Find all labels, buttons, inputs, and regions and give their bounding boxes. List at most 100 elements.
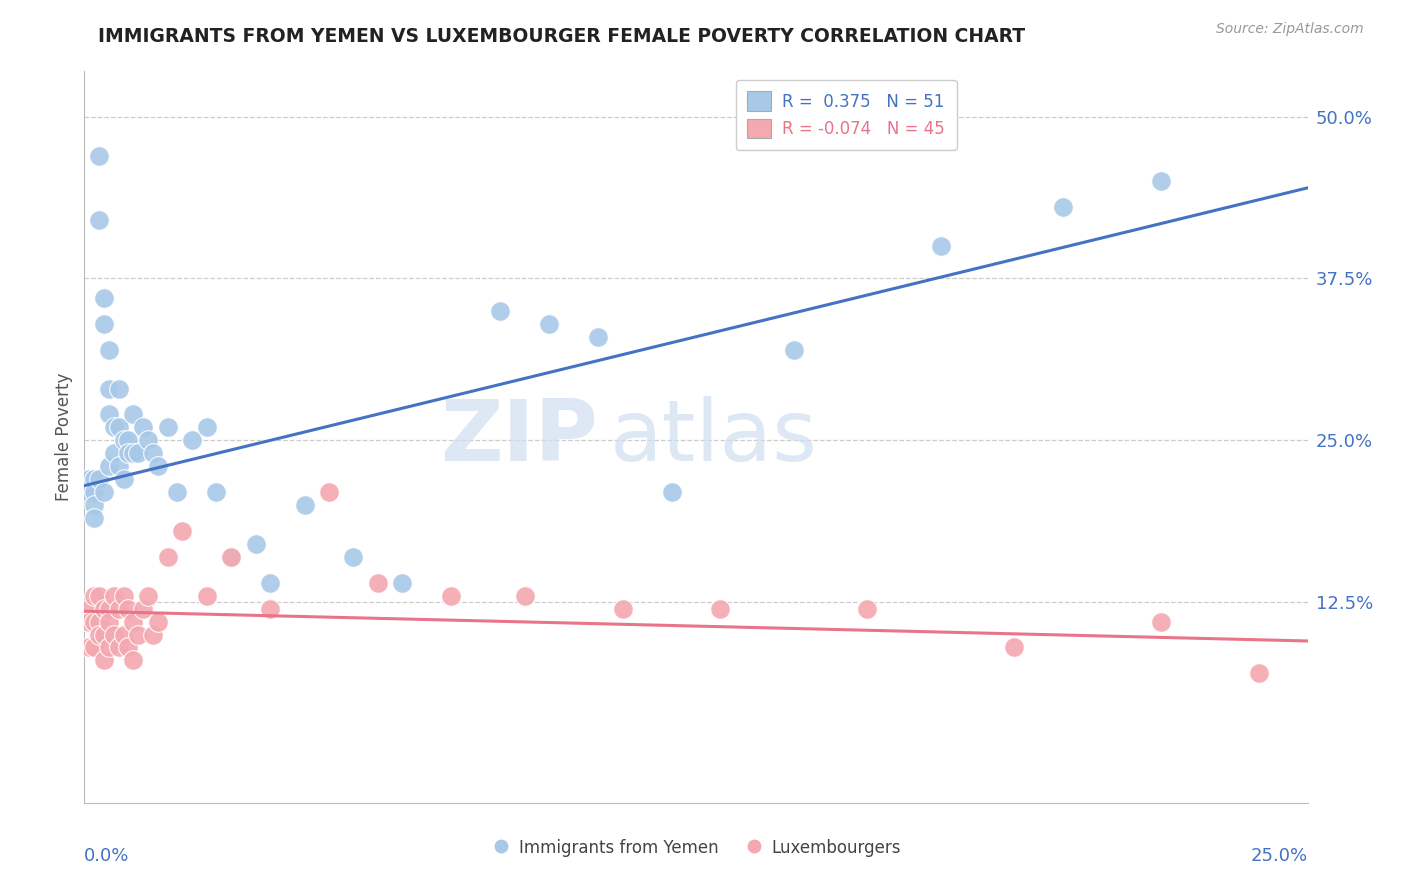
Point — [195, 420, 218, 434]
Point — [132, 420, 155, 434]
Point — [87, 213, 110, 227]
Point — [219, 549, 242, 564]
Point — [77, 615, 100, 629]
Point — [107, 459, 129, 474]
Point — [538, 317, 561, 331]
Point — [219, 549, 242, 564]
Point — [122, 408, 145, 422]
Point — [77, 472, 100, 486]
Point — [440, 589, 463, 603]
Point — [122, 446, 145, 460]
Point — [112, 472, 135, 486]
Point — [93, 485, 115, 500]
Point — [103, 627, 125, 641]
Point — [259, 575, 281, 590]
Point — [97, 459, 120, 474]
Point — [97, 382, 120, 396]
Point — [103, 589, 125, 603]
Text: Source: ZipAtlas.com: Source: ZipAtlas.com — [1216, 22, 1364, 37]
Point — [112, 589, 135, 603]
Text: 0.0%: 0.0% — [84, 847, 129, 864]
Point — [489, 303, 512, 318]
Point — [1150, 174, 1173, 188]
Point — [112, 434, 135, 448]
Point — [103, 446, 125, 460]
Text: IMMIGRANTS FROM YEMEN VS LUXEMBOURGER FEMALE POVERTY CORRELATION CHART: IMMIGRANTS FROM YEMEN VS LUXEMBOURGER FE… — [98, 27, 1025, 45]
Point — [367, 575, 389, 590]
Point — [166, 485, 188, 500]
Point — [1150, 615, 1173, 629]
Point — [661, 485, 683, 500]
Point — [117, 434, 139, 448]
Point — [132, 601, 155, 615]
Point — [83, 589, 105, 603]
Point — [97, 601, 120, 615]
Text: ZIP: ZIP — [440, 395, 598, 479]
Point — [146, 459, 169, 474]
Point — [136, 589, 159, 603]
Point — [77, 485, 100, 500]
Point — [93, 653, 115, 667]
Point — [929, 239, 952, 253]
Point — [87, 148, 110, 162]
Point — [83, 498, 105, 512]
Point — [93, 291, 115, 305]
Point — [93, 317, 115, 331]
Point — [586, 330, 609, 344]
Point — [142, 446, 165, 460]
Point — [391, 575, 413, 590]
Point — [97, 343, 120, 357]
Point — [83, 511, 105, 525]
Point — [97, 408, 120, 422]
Point — [245, 537, 267, 551]
Point — [87, 615, 110, 629]
Point — [97, 615, 120, 629]
Point — [77, 640, 100, 655]
Point — [122, 615, 145, 629]
Point — [97, 640, 120, 655]
Point — [107, 420, 129, 434]
Point — [195, 589, 218, 603]
Point — [107, 382, 129, 396]
Point — [83, 485, 105, 500]
Point — [87, 627, 110, 641]
Text: 25.0%: 25.0% — [1250, 847, 1308, 864]
Point — [172, 524, 194, 538]
Y-axis label: Female Poverty: Female Poverty — [55, 373, 73, 501]
Point — [612, 601, 634, 615]
Point — [93, 601, 115, 615]
Point — [83, 640, 105, 655]
Point — [259, 601, 281, 615]
Legend: Immigrants from Yemen, Luxembourgers: Immigrants from Yemen, Luxembourgers — [484, 832, 908, 864]
Point — [107, 640, 129, 655]
Point — [83, 472, 105, 486]
Point — [156, 420, 179, 434]
Point — [107, 601, 129, 615]
Point — [127, 627, 149, 641]
Point — [1002, 640, 1025, 655]
Point — [156, 549, 179, 564]
Point — [117, 601, 139, 615]
Point — [513, 589, 536, 603]
Point — [112, 627, 135, 641]
Point — [117, 446, 139, 460]
Point — [709, 601, 731, 615]
Point — [117, 640, 139, 655]
Point — [136, 434, 159, 448]
Point — [83, 615, 105, 629]
Point — [93, 627, 115, 641]
Point — [77, 601, 100, 615]
Point — [146, 615, 169, 629]
Point — [1052, 200, 1074, 214]
Point — [127, 446, 149, 460]
Point — [856, 601, 879, 615]
Point — [181, 434, 204, 448]
Point — [783, 343, 806, 357]
Point — [294, 498, 316, 512]
Point — [1247, 666, 1270, 681]
Point — [318, 485, 340, 500]
Point — [87, 589, 110, 603]
Point — [342, 549, 364, 564]
Point — [87, 472, 110, 486]
Text: atlas: atlas — [610, 395, 818, 479]
